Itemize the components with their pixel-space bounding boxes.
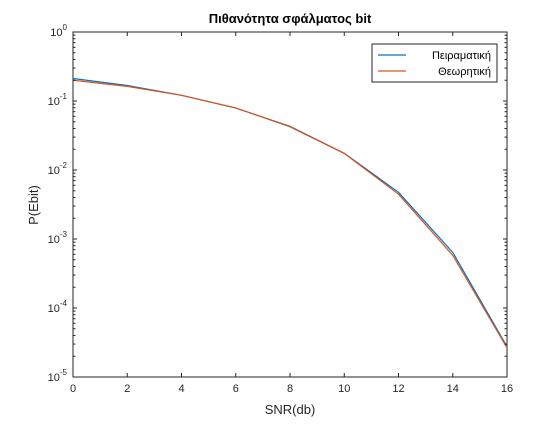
legend-box [371,43,498,83]
x-tick-label: 4 [178,383,184,395]
y-tick-base: 10 [48,96,60,108]
x-axis-label: SNR(db) [265,402,316,417]
y-tick-label: 10-4 [48,299,68,315]
y-tick-exponent: -3 [60,230,68,239]
series-line-2 [72,79,508,349]
legend-entry-1: Πειραματική [432,50,491,62]
x-tick-label: 8 [287,383,293,395]
legend-entry-2: Θεωρητική [438,66,491,78]
y-tick-label: 10-2 [48,161,68,177]
x-tick-label: 6 [233,383,239,395]
x-tick-label: 2 [124,383,130,395]
y-axis-label: P(Ebit) [26,185,41,225]
y-tick-base: 10 [48,303,60,315]
y-tick-base: 10 [48,372,60,384]
y-tick-label: 10-3 [48,230,68,246]
legend: Πειραματική Θεωρητική [371,43,498,83]
x-tick-label: 16 [501,383,513,395]
axes-box [72,31,508,378]
x-tick-label: 10 [338,383,350,395]
y-tick-exponent: 0 [63,23,68,32]
y-tick-label: 10-1 [48,92,68,108]
y-tick-label: 100 [50,23,67,39]
y-tick-exponent: -5 [60,368,68,377]
y-tick-base: 10 [48,234,60,246]
y-tick-exponent: -1 [60,92,68,101]
chart-title: Πιθανότητα σφάλματος bit [209,11,372,26]
y-tick-exponent: -4 [60,299,68,308]
y-tick-exponent: -2 [60,161,68,170]
x-tick-label: 0 [70,383,76,395]
x-tick-label: 14 [447,383,459,395]
x-tick-label: 12 [392,383,404,395]
y-tick-label: 10-5 [48,368,68,384]
plot-area [72,31,508,378]
y-tick-base: 10 [48,165,60,177]
y-tick-base: 10 [50,27,62,39]
